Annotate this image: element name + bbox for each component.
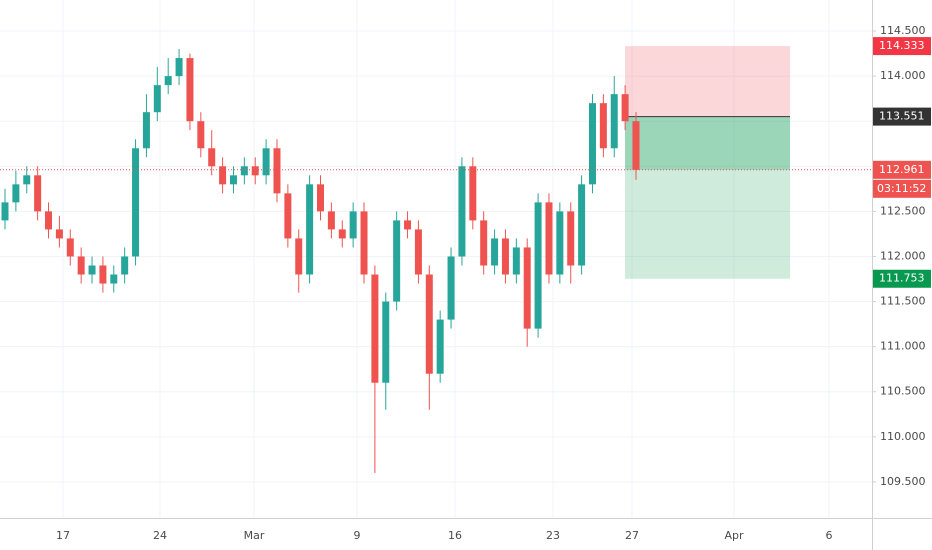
x-tick-label: 16 — [448, 529, 462, 542]
candle-body — [610, 94, 618, 149]
candle-body — [88, 265, 96, 275]
candle-body — [501, 238, 509, 275]
candle-body — [382, 301, 390, 383]
candle-body — [175, 58, 183, 77]
candle-body — [523, 247, 531, 329]
candle-body — [371, 274, 379, 383]
candle-body — [404, 220, 412, 230]
countdown: 03:11:52 — [877, 182, 926, 195]
candle-body — [164, 76, 172, 86]
y-tick-label: 111.000 — [880, 340, 926, 353]
entry-price-tag: 113.551 — [879, 110, 925, 123]
candle-body — [338, 229, 346, 239]
candle-body — [153, 85, 161, 113]
x-tick-label: 9 — [354, 529, 361, 542]
x-tick-label: 27 — [625, 529, 639, 542]
target-price-tag: 111.753 — [879, 272, 925, 285]
candle-body — [425, 274, 433, 374]
candle-body — [447, 256, 455, 320]
candle-body — [599, 103, 607, 149]
candle-body — [349, 211, 357, 239]
target-price-tag-bg — [873, 269, 931, 288]
candle-body — [317, 184, 324, 212]
stop-zone — [625, 46, 790, 117]
candle-body — [23, 175, 31, 185]
candle-body — [66, 238, 74, 257]
x-tick-label: 23 — [546, 529, 560, 542]
x-tick-label: 24 — [153, 529, 167, 542]
candle-body — [393, 220, 401, 302]
y-tick-label: 114.000 — [880, 69, 926, 82]
candle-body — [142, 112, 150, 149]
y-tick-label: 114.500 — [880, 24, 926, 37]
candle-body — [251, 166, 259, 176]
candle-body — [34, 175, 42, 212]
y-tick-label: 112.500 — [880, 204, 926, 217]
candle-body — [110, 274, 118, 284]
candle-body — [197, 121, 205, 149]
candle-body — [621, 94, 629, 122]
candle-body — [284, 193, 292, 239]
candle-body — [55, 229, 63, 239]
candle-body — [578, 184, 586, 266]
y-tick-label: 110.500 — [880, 385, 926, 398]
candle-body — [512, 247, 520, 275]
target-zone — [625, 116, 790, 279]
open-profit-zone — [625, 116, 790, 170]
candle-body — [534, 202, 542, 329]
candle-body — [229, 175, 237, 185]
candle-body — [306, 184, 314, 275]
candle-body — [556, 211, 564, 275]
x-tick-label: 6 — [826, 529, 833, 542]
candle-body — [45, 211, 53, 230]
x-tick-label: Mar — [244, 529, 265, 542]
last-price-tag: 112.961 — [879, 163, 925, 176]
candle-body — [632, 121, 640, 170]
candle-body — [1, 202, 9, 221]
candle-body — [567, 211, 575, 266]
candle-body — [12, 184, 20, 203]
candle-body — [262, 148, 270, 176]
candle-body — [295, 238, 303, 275]
entry-price-tag-bg — [873, 107, 931, 126]
candle-body — [208, 148, 216, 167]
candle-body — [219, 166, 227, 185]
x-tick-label: 17 — [56, 529, 70, 542]
y-tick-label: 110.000 — [880, 430, 926, 443]
candle-body — [491, 238, 499, 266]
candle-body — [545, 202, 553, 275]
candle-body — [121, 256, 129, 275]
candle-body — [469, 166, 477, 221]
candle-body — [132, 148, 140, 257]
candle-body — [186, 58, 194, 122]
stop-price-tag: 114.333 — [879, 39, 925, 52]
candle-body — [240, 166, 248, 176]
last-price-tag-bg — [873, 160, 931, 179]
stop-price-tag-bg — [873, 37, 931, 56]
candle-body — [273, 148, 281, 194]
candle-body — [327, 211, 335, 230]
y-tick-label: 111.500 — [880, 295, 926, 308]
candle-body — [458, 166, 466, 257]
x-tick-label: Apr — [724, 529, 744, 542]
y-tick-label: 112.000 — [880, 249, 926, 262]
candle-body — [480, 220, 488, 266]
candle-body — [588, 103, 596, 185]
candle-body — [77, 256, 85, 275]
countdown-bg — [873, 179, 931, 198]
candle-body — [436, 319, 444, 374]
candle-body — [414, 229, 422, 275]
candle-body — [99, 265, 107, 284]
candle-body — [360, 211, 368, 275]
y-tick-label: 109.500 — [880, 475, 926, 488]
